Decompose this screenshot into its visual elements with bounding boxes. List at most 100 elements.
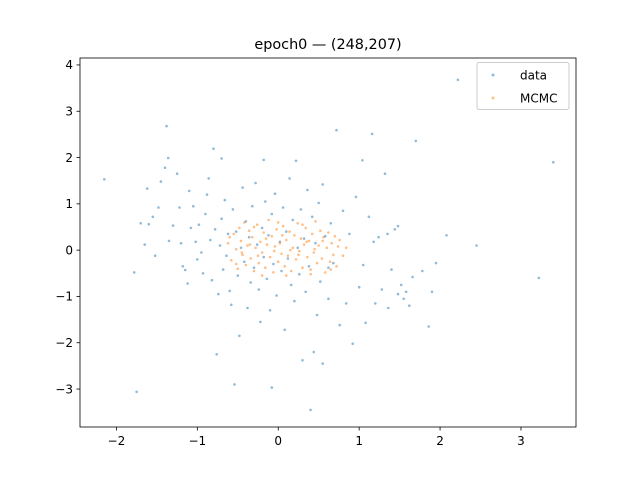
mcmc-point bbox=[306, 255, 309, 259]
x-tick-label: −1 bbox=[188, 434, 206, 448]
data-point bbox=[179, 241, 183, 245]
mcmc-point bbox=[322, 235, 325, 239]
x-tick-label: 2 bbox=[436, 434, 444, 448]
data-point bbox=[196, 258, 199, 261]
mcmc-point bbox=[232, 232, 235, 236]
data-point bbox=[231, 208, 235, 211]
data-point bbox=[281, 206, 285, 209]
data-point bbox=[317, 201, 321, 205]
legend-box bbox=[476, 62, 570, 110]
data-point bbox=[178, 206, 181, 209]
data-point bbox=[213, 228, 217, 231]
mcmc-point bbox=[314, 220, 317, 223]
data-point bbox=[310, 215, 314, 219]
mcmc-point bbox=[264, 266, 267, 270]
data-point bbox=[233, 383, 236, 386]
data-point bbox=[186, 282, 189, 285]
mcmc-point bbox=[289, 248, 292, 252]
data-point bbox=[275, 294, 278, 297]
data-point bbox=[387, 306, 390, 310]
mcmc-point bbox=[297, 253, 300, 257]
data-point bbox=[147, 222, 151, 226]
mcmc-point bbox=[332, 253, 335, 257]
mcmc-point bbox=[281, 234, 284, 237]
data-point bbox=[139, 222, 142, 225]
mcmc-point bbox=[251, 235, 254, 239]
mcmc-point bbox=[291, 246, 295, 250]
mcmc-point bbox=[255, 223, 259, 226]
y-tick-label: −1 bbox=[55, 290, 73, 304]
mcmc-point bbox=[249, 257, 252, 260]
y-tick-label: −3 bbox=[55, 382, 73, 396]
mcmc-point bbox=[344, 246, 348, 250]
x-tick-label: 0 bbox=[274, 434, 282, 448]
mcmc-point bbox=[333, 234, 337, 238]
mcmc-point bbox=[272, 271, 275, 274]
data-point bbox=[315, 313, 319, 317]
mcmc-point bbox=[309, 268, 312, 271]
data-point bbox=[408, 304, 411, 308]
data-point bbox=[354, 195, 358, 199]
data-point bbox=[175, 172, 179, 175]
data-point bbox=[157, 206, 160, 209]
mcmc-point bbox=[270, 234, 274, 238]
data-point bbox=[370, 132, 374, 136]
mcmc-point bbox=[309, 272, 312, 276]
mcmc-point bbox=[262, 231, 266, 234]
data-point bbox=[145, 187, 149, 190]
data-point bbox=[314, 241, 317, 245]
data-point bbox=[312, 350, 316, 354]
mcmc-point bbox=[312, 251, 316, 254]
data-point bbox=[286, 257, 290, 260]
data-point bbox=[260, 226, 264, 230]
mcmc-point bbox=[338, 238, 342, 242]
mcmc-point bbox=[246, 244, 249, 247]
x-axis: −2 −1 0 1 2 3 bbox=[108, 427, 525, 448]
mcmc-point bbox=[320, 257, 324, 260]
mcmc-point bbox=[230, 259, 233, 262]
data-point bbox=[377, 235, 380, 239]
y-tick-label: 1 bbox=[65, 197, 73, 211]
data-point bbox=[288, 177, 291, 180]
data-point bbox=[427, 325, 431, 328]
chart-title: epoch0 — (248,207) bbox=[254, 37, 401, 53]
data-point bbox=[537, 276, 541, 280]
data-point bbox=[223, 198, 227, 202]
data-point bbox=[204, 212, 207, 216]
data-point bbox=[364, 321, 367, 325]
mcmc-point bbox=[259, 240, 262, 244]
data-point bbox=[380, 288, 384, 291]
data-point bbox=[166, 156, 170, 160]
mcmc-point bbox=[278, 241, 282, 245]
data-point bbox=[296, 246, 300, 250]
legend-label-mcmc: MCMC bbox=[520, 92, 557, 106]
data-point bbox=[103, 178, 106, 181]
data-point bbox=[171, 224, 175, 227]
mcmc-point bbox=[238, 226, 241, 230]
mcmc-point bbox=[285, 238, 288, 242]
mcmc-point bbox=[228, 235, 231, 239]
mcmc-point bbox=[310, 232, 314, 236]
data-point bbox=[238, 334, 241, 338]
legend: data MCMC bbox=[476, 62, 570, 110]
mcmc-point bbox=[329, 268, 333, 271]
data-point bbox=[301, 359, 304, 362]
mcmc-point bbox=[276, 221, 280, 224]
data-point bbox=[252, 266, 256, 270]
data-point bbox=[220, 157, 223, 160]
mcmc-point bbox=[304, 226, 308, 230]
data-point bbox=[351, 342, 355, 346]
mcmc-point bbox=[272, 249, 276, 253]
data-point bbox=[192, 204, 195, 208]
data-point bbox=[270, 386, 274, 389]
data-point bbox=[396, 292, 400, 296]
mcmc-point bbox=[281, 224, 285, 228]
data-point bbox=[361, 159, 364, 162]
y-tick-label: 0 bbox=[65, 243, 73, 257]
data-point bbox=[338, 323, 342, 327]
mcmc-point bbox=[283, 265, 287, 268]
mcmc-point bbox=[286, 254, 290, 257]
data-point bbox=[259, 320, 262, 324]
data-point bbox=[434, 261, 438, 265]
